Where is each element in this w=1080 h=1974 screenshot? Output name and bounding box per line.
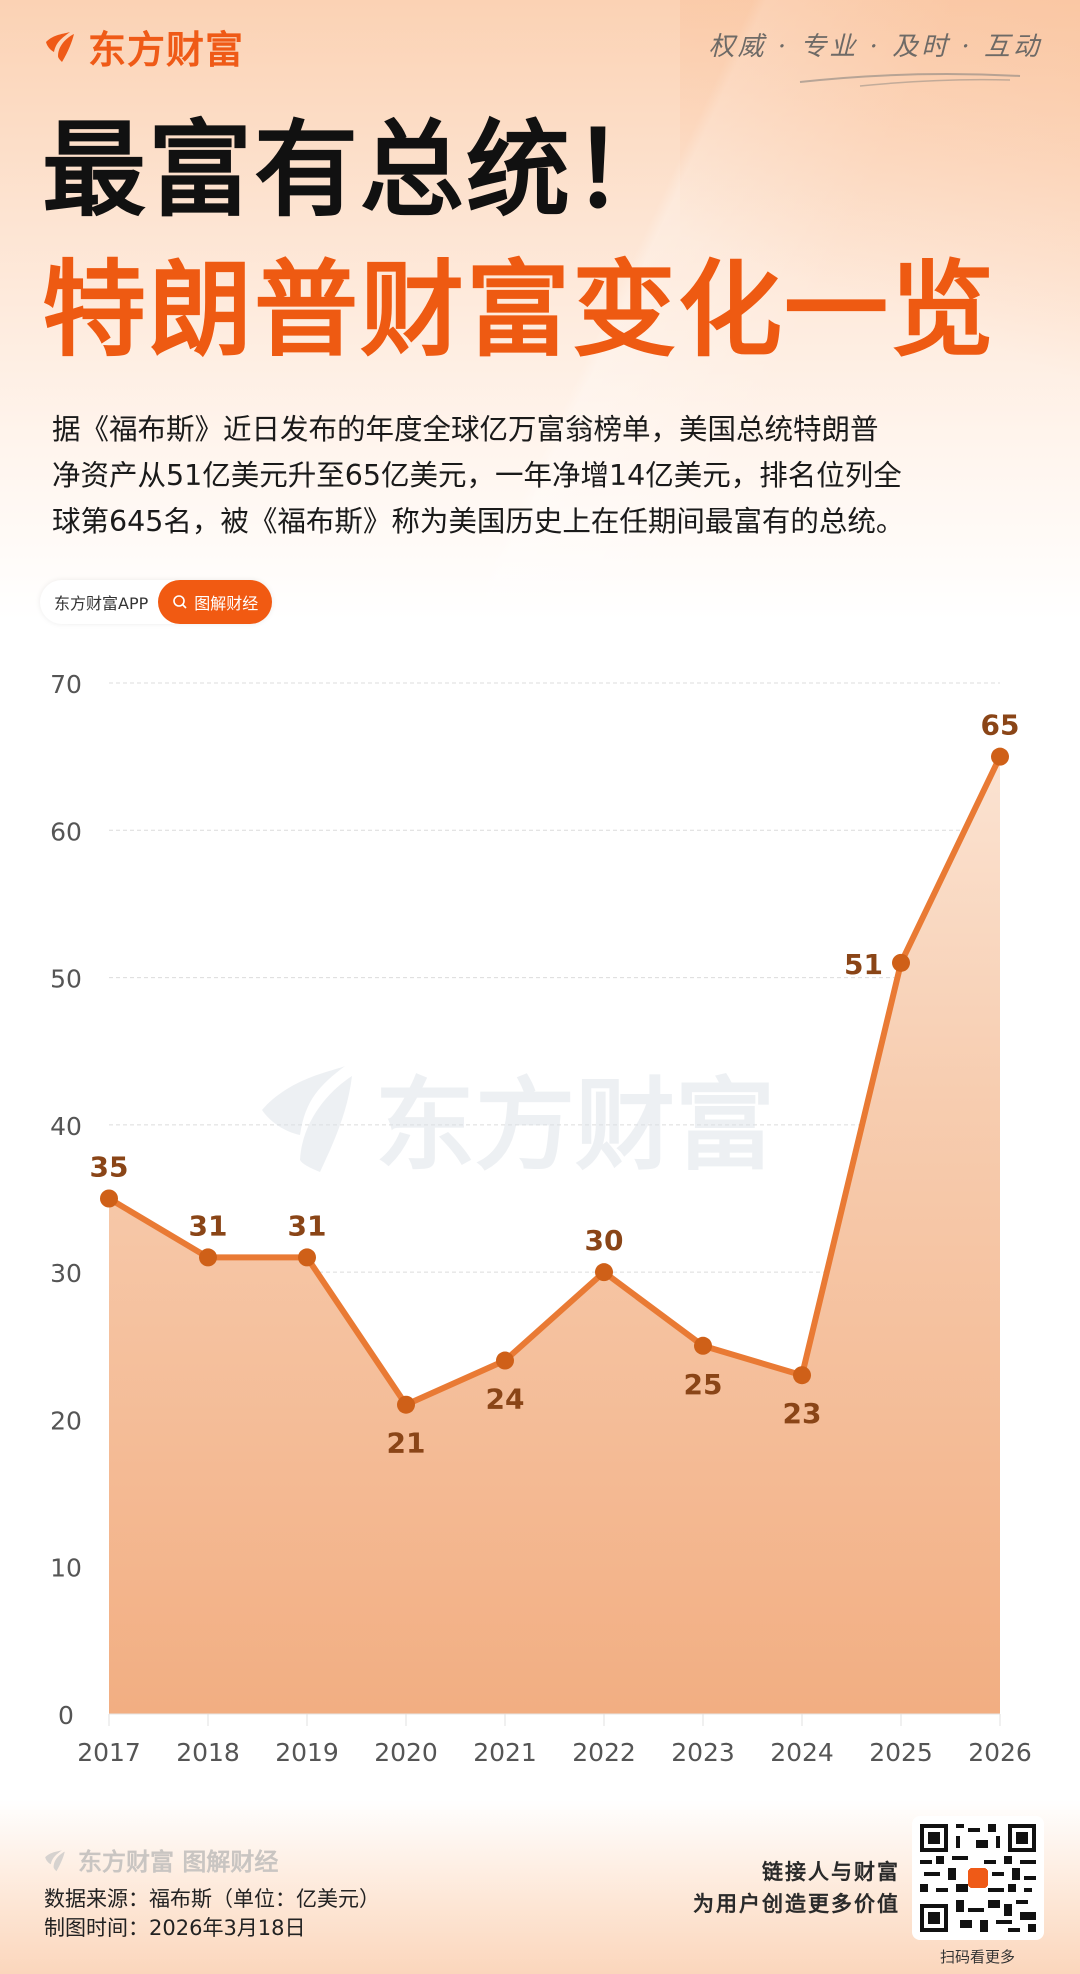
x-tick-label: 2025 [869,1738,933,1767]
data-point [100,1189,118,1208]
data-point [496,1351,514,1370]
brand-name: 东方财富 [88,27,245,72]
intro-line: 据《福布斯》近日发布的年度全球亿万富翁榜单，美国总统特朗普 [52,413,879,446]
x-tick-label: 2024 [770,1738,834,1767]
intro-line: 球第645名，被《福布斯》称为美国历史上在任期间最富有的总统。 [52,505,905,538]
y-tick-label: 0 [58,1701,74,1730]
search-icon [173,595,187,609]
page-title-line1: 最富有总统！ [42,109,679,231]
brand-logo: 东方财富 [40,24,244,72]
data-label: 30 [585,1224,624,1257]
data-labels: 35 31 31 21 24 30 25 23 51 65 [90,709,1020,1460]
data-point [892,953,910,972]
qr-code[interactable] [912,1816,1044,1940]
tagline: 链接人与财富 为用户创造更多价值 [693,1856,900,1920]
app-badge: 东方财富APP 图解财经 [40,580,273,624]
data-point [199,1248,217,1267]
data-label: 65 [981,709,1020,742]
data-point [595,1263,613,1282]
x-tick-label: 2022 [572,1738,636,1767]
x-tick-label: 2023 [671,1738,735,1767]
net-worth-area-chart: 0 10 20 30 40 50 60 70 东方财富 35 31 31 21 24 30 25 23 51 6… [50,670,1032,1767]
svg-text:东方财富: 东方财富 [375,1067,775,1184]
data-source: 数据来源：福布斯（单位：亿美元） [44,1887,380,1911]
intro-paragraph: 据《福布斯》近日发布的年度全球亿万富翁榜单，美国总统特朗普 净资产从51亿美元升… [52,407,1052,545]
data-label: 51 [844,948,883,981]
x-tick-label: 2019 [275,1738,339,1767]
area-fill [109,756,1000,1714]
data-label: 23 [783,1397,822,1430]
data-point [991,747,1009,766]
tujie-caijing-button[interactable]: 图解财经 [158,580,273,624]
tagline-line1: 链接人与财富 [762,1860,900,1884]
y-tick-label: 40 [50,1112,82,1141]
x-axis-ticks [108,1713,1001,1726]
intro-line: 净资产从51亿美元升至65亿美元，一年净增14亿美元，排名位列全 [52,459,902,492]
data-label: 31 [288,1209,327,1242]
data-point [298,1248,316,1267]
data-markers [100,747,1009,1414]
y-tick-label: 50 [50,965,82,994]
data-label: 24 [486,1383,525,1416]
qr-code-icon [920,1824,1036,1932]
data-label: 35 [90,1151,129,1184]
brand-flame-icon [45,1849,65,1871]
data-point [694,1336,712,1355]
badge-app-label: 东方财富APP [54,594,149,613]
y-tick-label: 60 [50,817,82,846]
slogan: 权威 · 专业 · 及时 · 互动 [708,32,1042,62]
y-axis-labels: 0 10 20 30 40 50 60 70 [50,670,82,1730]
data-line [107,755,1003,1408]
watermark: 东方财富 [262,1066,775,1184]
header-background [0,0,1080,620]
y-tick-label: 10 [50,1554,82,1583]
y-tick-label: 30 [50,1259,82,1288]
y-tick-label: 70 [50,670,82,699]
footer-brand-text: 东方财富 图解财经 [78,1848,279,1876]
data-label: 25 [684,1368,723,1401]
data-point [793,1366,811,1385]
data-label: 21 [387,1427,426,1460]
x-axis-labels: 2017 2018 2019 2020 2021 2022 2023 2024 2025 2026 [77,1738,1032,1767]
footer-background [0,1800,1080,1974]
slogan-swoosh-decoration [799,73,1021,87]
x-tick-label: 2018 [176,1738,240,1767]
chart-date: 制图时间：2026年3月18日 [44,1916,306,1940]
tagline-line2: 为用户创造更多价值 [693,1892,900,1916]
x-tick-label: 2021 [473,1738,537,1767]
data-point [397,1395,415,1414]
x-tick-label: 2017 [77,1738,141,1767]
y-tick-label: 20 [50,1406,82,1435]
x-tick-label: 2026 [968,1738,1032,1767]
x-tick-label: 2020 [374,1738,438,1767]
page-title-line2: 特朗普财富变化一览 [42,249,997,371]
brand-flame-icon [46,32,74,62]
data-label: 31 [189,1209,228,1242]
badge-button-label: 图解财经 [194,594,259,613]
qr-caption: 扫码看更多 [940,1948,1016,1966]
footer-brand: 东方财富 图解财经 [40,1842,278,1877]
